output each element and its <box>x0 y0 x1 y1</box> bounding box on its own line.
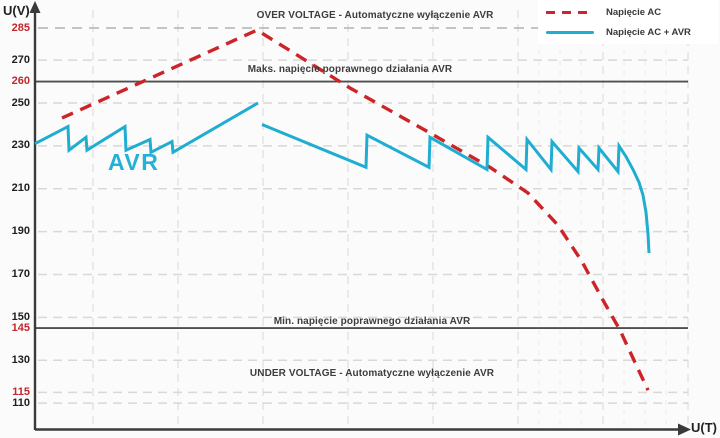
y-tick-270: 270 <box>11 53 30 66</box>
y-tick-250: 250 <box>11 96 30 109</box>
y-axis-unit-label: U(V) <box>3 3 30 18</box>
ac-dashed-line-swatch <box>546 10 594 14</box>
legend-label-ac-avr: Napięcie AC + AVR <box>606 26 691 38</box>
legend-item-ac: Napięcie AC <box>546 5 718 19</box>
chart-legend: Napięcie AC Napięcie AC + AVR <box>538 0 718 44</box>
max-avr-annotation: Maks. napięcie poprawnego działania AVR <box>247 64 453 75</box>
min-avr-annotation: Min. napięcie poprawnego działania AVR <box>273 316 471 327</box>
avr-curve-label: AVR <box>108 149 160 175</box>
y-tick-115: 115 <box>12 385 30 398</box>
legend-label-ac: Napięcie AC <box>606 6 662 18</box>
over-voltage-annotation: OVER VOLTAGE - Automatyczne wyłączenie A… <box>256 10 494 21</box>
y-tick-230: 230 <box>11 139 30 152</box>
y-tick-285: 285 <box>11 21 30 34</box>
y-tick-145: 145 <box>11 321 30 334</box>
under-voltage-annotation: UNDER VOLTAGE - Automatyczne wyłączenie … <box>249 368 495 379</box>
legend-item-ac-avr: Napięcie AC + AVR <box>546 25 718 39</box>
y-tick-110: 110 <box>12 396 30 409</box>
y-tick-150: 150 <box>11 310 30 323</box>
y-tick-210: 210 <box>11 182 30 195</box>
y-tick-260: 260 <box>11 75 30 88</box>
ac-avr-solid-line-swatch <box>546 30 594 34</box>
y-tick-130: 130 <box>11 353 30 366</box>
y-tick-170: 170 <box>11 267 30 280</box>
x-axis-unit-label: U(T) <box>691 420 717 435</box>
y-tick-190: 190 <box>11 225 30 238</box>
